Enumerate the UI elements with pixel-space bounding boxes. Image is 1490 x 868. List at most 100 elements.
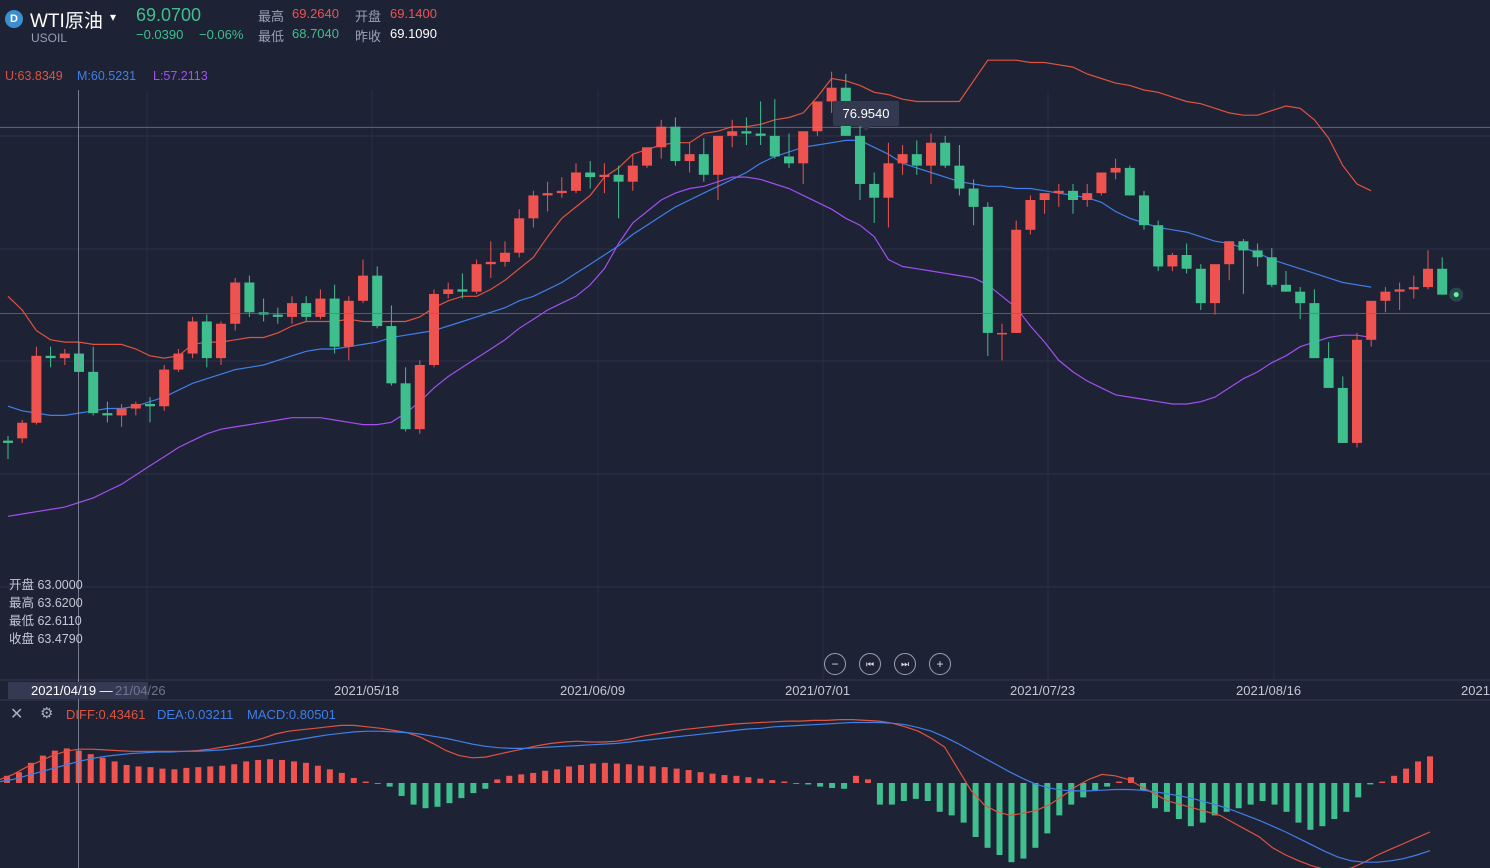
x-axis-label: 2021/07/01 xyxy=(785,683,851,698)
candle-body xyxy=(656,126,667,148)
candle-body xyxy=(1323,358,1334,388)
candle-body xyxy=(982,206,993,333)
candle-body xyxy=(1252,250,1263,258)
macd-bar xyxy=(936,783,943,812)
candle-body xyxy=(485,261,496,265)
macd-bar xyxy=(39,755,46,783)
macd-bar xyxy=(1163,783,1170,812)
x-axis-label: 2021/06/09 xyxy=(560,683,626,698)
crosshair xyxy=(0,90,1490,868)
macd-bar xyxy=(601,762,608,783)
candle-body xyxy=(883,163,894,198)
macd-bar xyxy=(231,764,238,783)
macd-bar xyxy=(888,783,895,805)
candle-body xyxy=(1408,287,1419,290)
macd-bar xyxy=(1367,783,1374,785)
candle-body xyxy=(443,289,454,294)
candle-body xyxy=(1124,167,1135,196)
candle-body xyxy=(556,190,567,194)
macd-bar xyxy=(685,770,692,783)
macd-bar xyxy=(1068,783,1075,805)
macd-bar xyxy=(506,775,513,783)
macd-bar xyxy=(577,765,584,783)
macd-bar xyxy=(841,783,848,789)
candle-body xyxy=(3,440,13,443)
macd-bar xyxy=(589,763,596,783)
macd-bar xyxy=(183,767,190,783)
macd-bar xyxy=(111,761,118,783)
macd-bar xyxy=(470,783,477,794)
macd-bar xyxy=(1427,756,1433,783)
candle-body xyxy=(130,403,141,409)
macd-bar xyxy=(302,762,309,783)
crosshair-close: 收盘 63.4790 xyxy=(9,632,83,646)
candle-body xyxy=(1039,193,1050,200)
candle-body xyxy=(940,142,951,166)
macd-bar xyxy=(1235,783,1242,809)
candle-body xyxy=(1337,387,1348,443)
macd-bar xyxy=(386,783,393,787)
macd-bar xyxy=(362,781,369,783)
candle-body xyxy=(159,369,170,407)
zoom-in-button[interactable]: + xyxy=(929,653,951,675)
symbol-dropdown-icon[interactable]: ▾ xyxy=(110,10,117,24)
macd-bar xyxy=(1259,783,1266,801)
open-label: 开盘 xyxy=(355,9,382,24)
macd-bar xyxy=(63,748,70,783)
settings-icon[interactable]: ⚙ xyxy=(40,705,54,722)
candle-body xyxy=(343,300,354,347)
candle-body xyxy=(287,303,297,317)
macd-bar xyxy=(1319,783,1326,827)
macd-bar xyxy=(267,759,274,783)
macd-value-label: MACD:0.80501 xyxy=(247,707,336,722)
candle-body xyxy=(798,131,809,164)
scroll-start-button[interactable]: ⏮ xyxy=(859,653,881,675)
macd-dea-label: DEA:0.03211 xyxy=(157,707,234,722)
macd-bar xyxy=(996,783,1003,855)
candle-body xyxy=(1053,190,1064,194)
candle-body xyxy=(684,154,695,162)
scroll-end-button[interactable]: ⏭ xyxy=(894,653,916,675)
last-price-dot xyxy=(1453,292,1459,298)
zoom-out-button[interactable]: − xyxy=(824,653,846,675)
close-icon[interactable]: ✕ xyxy=(10,706,24,723)
price-change: −0.0390 xyxy=(136,27,184,42)
candle-body xyxy=(1195,268,1206,304)
candle-body xyxy=(585,172,596,178)
candle-body xyxy=(528,195,539,219)
last-price: 69.0700 xyxy=(136,5,202,25)
candle-body xyxy=(1423,268,1433,288)
candle-body xyxy=(315,298,326,317)
macd-bar xyxy=(1116,781,1123,783)
low-value: 68.7040 xyxy=(292,26,339,41)
candle-body xyxy=(31,355,42,423)
high-label: 最高 xyxy=(258,9,285,24)
macd-bar xyxy=(1355,783,1362,798)
crosshair-date: 2021/04/19 — xyxy=(31,683,113,698)
macd-bar xyxy=(1379,781,1386,783)
candle-body xyxy=(1309,303,1320,359)
macd-bar xyxy=(793,783,800,784)
macd-bar xyxy=(1056,783,1063,816)
candle-body xyxy=(457,289,468,292)
macd-bar xyxy=(326,769,333,783)
macd-bar xyxy=(984,783,991,848)
candle-body xyxy=(911,154,922,166)
symbol-title[interactable]: WTI原油 xyxy=(30,11,103,32)
macd-bar xyxy=(1128,777,1135,783)
macd-diff-line xyxy=(0,718,1431,868)
low-label: 最低 xyxy=(258,29,285,44)
macd-bar xyxy=(147,767,154,783)
macd-panel xyxy=(0,718,1433,868)
macd-bar xyxy=(290,761,297,783)
candle-body xyxy=(1266,257,1277,285)
boll-upper-label: U:63.8349 xyxy=(5,69,63,83)
candle-body xyxy=(17,422,28,439)
macd-bar xyxy=(1247,783,1254,805)
candle-body xyxy=(1025,200,1036,230)
prev-close-value: 69.1090 xyxy=(390,26,437,41)
candle-body xyxy=(1011,229,1022,333)
macd-bar xyxy=(1415,761,1422,783)
macd-bar xyxy=(123,765,130,783)
